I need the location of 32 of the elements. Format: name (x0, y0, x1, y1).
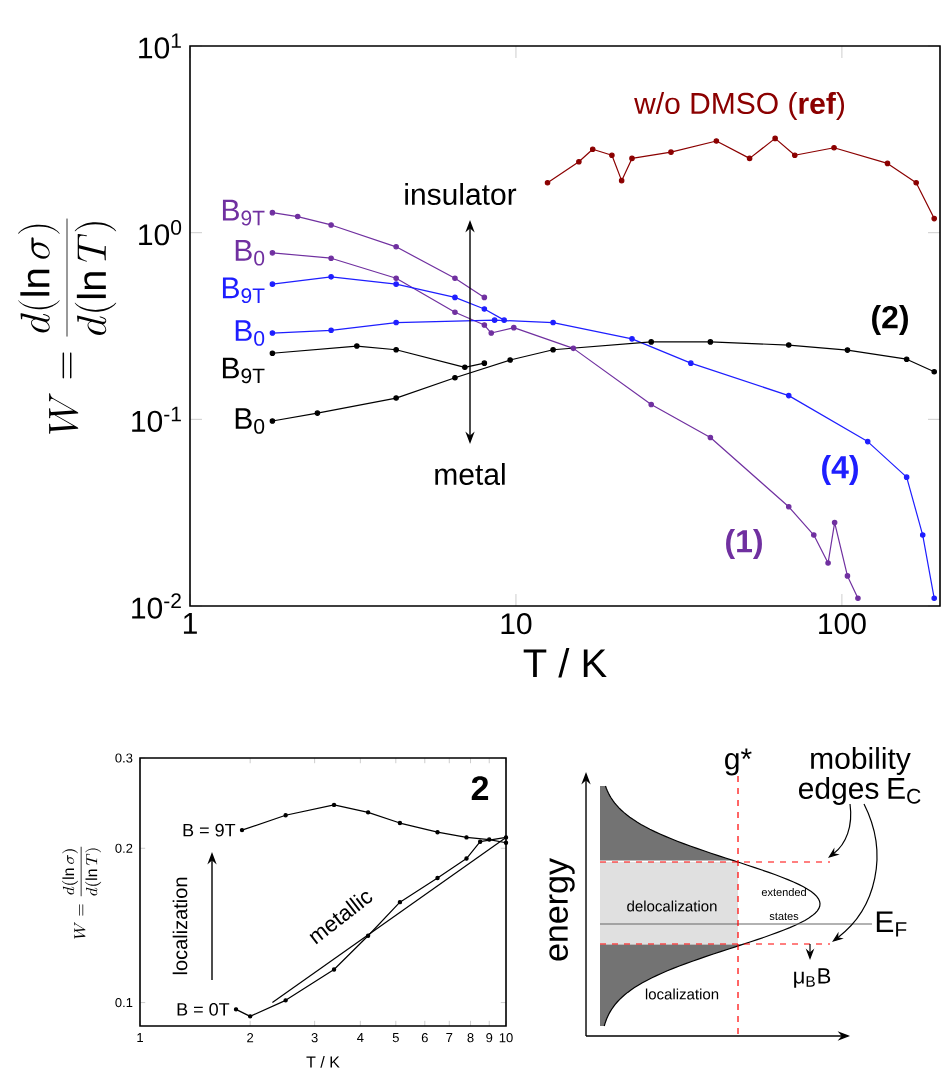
y-axis-title: $W = \frac{d(\ln\sigma)}{d(\ln T)}$ (18, 218, 117, 434)
annotation: localization (172, 877, 188, 975)
series-label: B$_{9T}$ (222, 199, 265, 226)
y-tick-label: 10$^{0}$ (139, 219, 182, 246)
series-label: B$_{9T}$ (222, 277, 265, 304)
series-label: B = 0T (177, 1002, 230, 1016)
annotation: (2) (872, 305, 908, 335)
series-label: B$_{0}$ (235, 320, 265, 346)
x-tick-label: 10 (501, 613, 532, 635)
series-label: B$_{9T}$ (222, 357, 265, 384)
annotation: 2 (471, 776, 489, 800)
y-axis-title: $W = \frac{d(\ln\sigma)}{d(\ln T)}$ (62, 846, 102, 939)
text: E$_{F}$ (876, 911, 907, 937)
x-axis-title: T / K (523, 648, 607, 678)
y-tick-label: 10$^{-2}$ (132, 593, 181, 619)
text: g* (725, 748, 752, 776)
annotation: insulator (405, 182, 517, 205)
text: energy (549, 858, 575, 961)
x-tick-label: 100 (819, 613, 866, 635)
text: mobility edges E$_{C}$ (799, 747, 921, 805)
series-label: B$_{0}$ (235, 408, 265, 434)
x-axis-title: T / K (306, 1056, 340, 1068)
series-label: B$_{0}$ (235, 240, 265, 266)
y-tick-label: 10$^{1}$ (139, 33, 181, 59)
series-label: B = 9T (183, 823, 236, 837)
annotation: w/o DMSO (ref) (634, 92, 845, 120)
annotation: metal (435, 462, 505, 486)
y-tick-label: 10$^{-1}$ (132, 406, 181, 432)
text: μ$_{B}$B (794, 968, 831, 988)
annotation: (4) (822, 455, 858, 485)
x-tick-label: 1 (183, 613, 197, 634)
annotation: (1) (726, 529, 762, 559)
